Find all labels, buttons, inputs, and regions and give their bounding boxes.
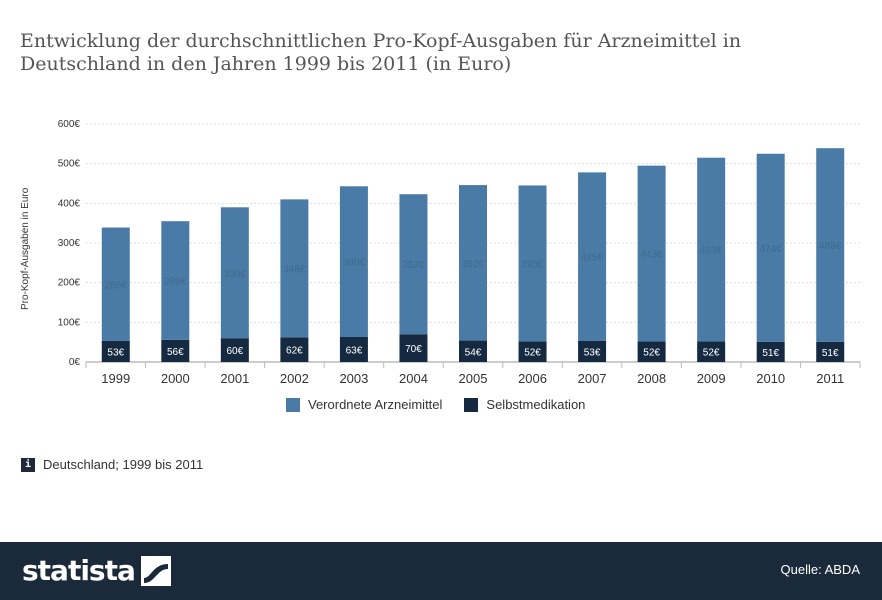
- bar-selbstmedikation[interactable]: [280, 337, 309, 362]
- bar-verordnete[interactable]: [280, 199, 309, 338]
- data-label-verordnete: 443€: [640, 250, 663, 261]
- data-label-selbstmedikation: 51€: [762, 348, 779, 359]
- bar-selbstmedikation[interactable]: [756, 341, 785, 362]
- x-tick-label: 2006: [518, 371, 547, 386]
- chart-title: Entwicklung der durchschnittlichen Pro-K…: [20, 30, 742, 75]
- legend-item-verordnete[interactable]: Verordnete Arzneimittel: [286, 397, 442, 412]
- info-icon[interactable]: i: [21, 457, 35, 472]
- x-tick-label: 2010: [756, 371, 785, 386]
- x-tick-label: 2004: [399, 371, 428, 386]
- bar-verordnete[interactable]: [220, 207, 249, 339]
- bar-selbstmedikation[interactable]: [399, 334, 428, 362]
- x-tick-label: 2001: [220, 371, 249, 386]
- bar-verordnete[interactable]: [339, 186, 368, 338]
- data-label-selbstmedikation: 53€: [584, 347, 601, 358]
- statista-mark-icon: [140, 555, 171, 586]
- data-label-selbstmedikation: 52€: [643, 348, 660, 359]
- source-label: Quelle: ABDA: [780, 562, 861, 577]
- legend: Verordnete Arzneimittel Selbstmedikation: [286, 397, 585, 412]
- data-label-verordnete: 286€: [105, 280, 128, 291]
- x-tick-label: 2007: [578, 371, 607, 386]
- data-label-verordnete: 299€: [164, 276, 187, 287]
- y-tick-label: 100€: [58, 317, 81, 328]
- bar-verordnete[interactable]: [161, 221, 190, 340]
- bar-selbstmedikation[interactable]: [578, 340, 607, 362]
- data-label-selbstmedikation: 56€: [167, 347, 184, 358]
- data-label-verordnete: 392€: [462, 259, 485, 270]
- y-axis-title: Pro-Kopf-Ausgaben in Euro: [20, 187, 31, 310]
- bar-selbstmedikation[interactable]: [161, 339, 190, 362]
- data-label-verordnete: 348€: [283, 264, 306, 275]
- bar-verordnete[interactable]: [518, 185, 547, 342]
- bar-verordnete[interactable]: [637, 165, 666, 342]
- data-label-selbstmedikation: 54€: [465, 347, 482, 358]
- bar-verordnete[interactable]: [459, 185, 487, 341]
- bar-verordnete[interactable]: [399, 194, 428, 335]
- data-label-verordnete: 393€: [521, 259, 544, 270]
- x-tick-label: 2000: [161, 371, 190, 386]
- info-note-text: Deutschland; 1999 bis 2011: [43, 457, 204, 472]
- bar-selbstmedikation[interactable]: [697, 341, 726, 362]
- legend-label-verordnete: Verordnete Arzneimittel: [308, 397, 443, 412]
- data-label-verordnete: 353€: [402, 260, 425, 271]
- bar-selbstmedikation[interactable]: [816, 341, 845, 362]
- data-label-selbstmedikation: 52€: [703, 348, 720, 359]
- legend-swatch-selbstmedikation: [464, 397, 479, 412]
- x-tick-label: 2002: [280, 371, 309, 386]
- y-tick-label: 400€: [58, 198, 81, 209]
- x-tick-label: 1999: [101, 371, 130, 386]
- bar-verordnete[interactable]: [756, 153, 785, 342]
- x-tick-label: 2008: [637, 371, 666, 386]
- chart: 0€ 100€ 200€ 300€ 400€ 500€ 600€ 53€ 286€ 1999 56€…: [58, 119, 861, 386]
- data-label-verordnete: 488€: [819, 241, 842, 252]
- data-label-verordnete: 425€: [581, 253, 604, 264]
- data-label-selbstmedikation: 52€: [524, 348, 541, 359]
- bar-selbstmedikation[interactable]: [637, 341, 666, 362]
- footer: statista Quelle: ABDA: [0, 542, 882, 600]
- legend-swatch-verordnete: [286, 397, 300, 412]
- bar-selbstmedikation[interactable]: [518, 341, 547, 362]
- x-tick-label: 2009: [697, 371, 726, 386]
- bar-selbstmedikation[interactable]: [101, 340, 130, 362]
- bar-verordnete[interactable]: [816, 148, 845, 342]
- y-tick-label: 600€: [58, 119, 81, 130]
- data-label-selbstmedikation: 70€: [405, 344, 422, 355]
- data-label-selbstmedikation: 62€: [286, 346, 303, 357]
- data-label-selbstmedikation: 60€: [227, 346, 244, 357]
- x-tick-label: 2003: [339, 371, 368, 386]
- y-tick-label: 300€: [58, 238, 81, 249]
- bar-selbstmedikation[interactable]: [339, 337, 368, 362]
- brand-name: statista: [22, 554, 136, 587]
- bar-verordnete[interactable]: [697, 157, 726, 342]
- data-label-selbstmedikation: 63€: [346, 346, 363, 357]
- data-label-verordnete: 330€: [224, 269, 247, 280]
- data-label-verordnete: 380€: [343, 258, 366, 269]
- statista-logo[interactable]: statista: [22, 554, 171, 587]
- bar-verordnete[interactable]: [578, 172, 607, 341]
- data-label-selbstmedikation: 53€: [107, 347, 124, 358]
- bar-verordnete[interactable]: [101, 227, 130, 341]
- data-label-verordnete: 474€: [760, 244, 783, 255]
- y-tick-label: 500€: [58, 159, 81, 170]
- bar-selbstmedikation[interactable]: [459, 340, 487, 362]
- y-tick-label: 200€: [58, 278, 81, 289]
- y-tick-label: 0€: [69, 357, 81, 368]
- legend-item-selbstmedikation[interactable]: Selbstmedikation: [464, 397, 585, 412]
- legend-label-selbstmedikation: Selbstmedikation: [486, 397, 586, 412]
- data-label-selbstmedikation: 51€: [822, 348, 839, 359]
- x-tick-label: 2005: [459, 371, 488, 386]
- data-label-verordnete: 463€: [700, 246, 723, 257]
- info-note: i Deutschland; 1999 bis 2011: [21, 457, 203, 472]
- x-tick-label: 2011: [816, 371, 844, 386]
- bar-selbstmedikation[interactable]: [220, 338, 249, 362]
